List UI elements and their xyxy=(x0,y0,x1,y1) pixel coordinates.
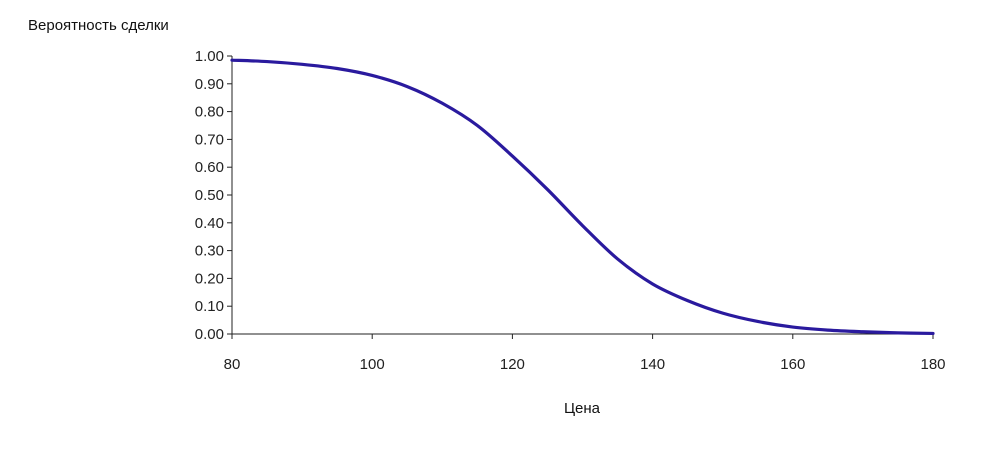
x-axis-ticks: 80 100 120 140 160 180 xyxy=(224,334,946,373)
y-tick-label: 0.00 xyxy=(195,326,224,343)
y-tick-label: 1.00 xyxy=(195,48,224,65)
x-tick-label: 160 xyxy=(780,356,805,373)
y-tick-label: 0.90 xyxy=(195,76,224,93)
x-tick-label: 100 xyxy=(360,356,385,373)
x-tick-label: 120 xyxy=(500,356,525,373)
y-tick-label: 0.50 xyxy=(195,187,224,204)
series-layer xyxy=(230,58,935,336)
x-tick-label: 180 xyxy=(920,356,945,373)
y-tick-label: 0.70 xyxy=(195,131,224,148)
y-tick-label: 0.40 xyxy=(195,215,224,232)
y-tick-label: 0.80 xyxy=(195,104,224,121)
y-tick-label: 0.10 xyxy=(195,298,224,315)
y-axis-title: Вероятность сделки xyxy=(28,17,169,34)
y-tick-label: 0.30 xyxy=(195,243,224,260)
y-tick-label: 0.20 xyxy=(195,270,224,287)
y-tick-label: 0.60 xyxy=(195,159,224,176)
x-tick-label: 140 xyxy=(640,356,665,373)
series-line-0 xyxy=(230,58,935,336)
x-axis-title: Цена xyxy=(564,400,601,417)
x-tick-label: 80 xyxy=(224,356,241,373)
y-axis-ticks: 0.00 0.10 0.20 0.30 0.40 0.50 0.60 0.70 0.80 0.90… xyxy=(195,48,232,343)
